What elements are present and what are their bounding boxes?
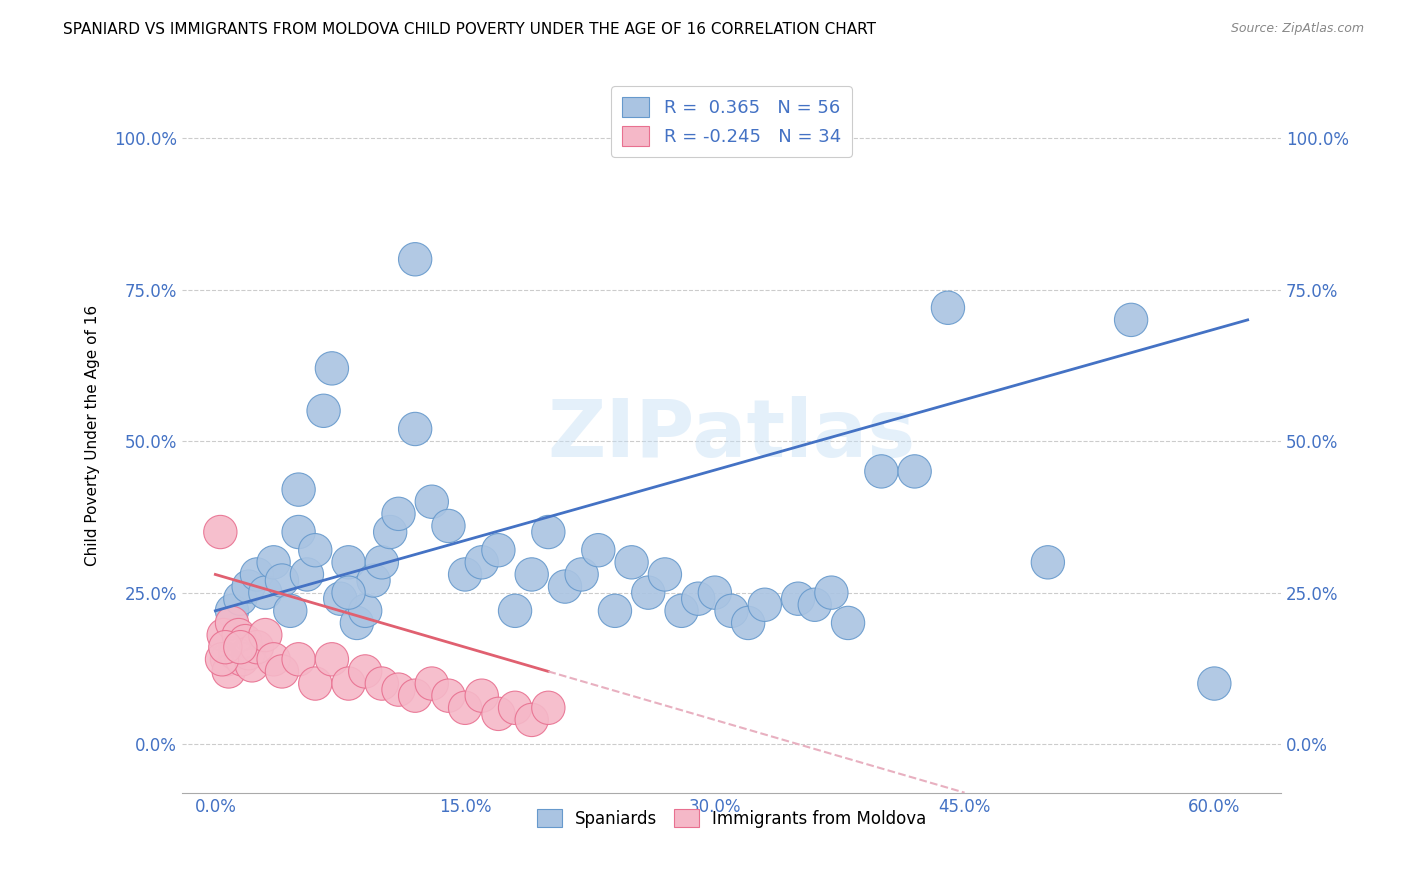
Ellipse shape (298, 667, 332, 700)
Ellipse shape (714, 594, 748, 627)
Ellipse shape (565, 558, 599, 591)
Ellipse shape (449, 691, 482, 724)
Ellipse shape (432, 679, 465, 713)
Legend: Spaniards, Immigrants from Moldova: Spaniards, Immigrants from Moldova (530, 803, 934, 834)
Ellipse shape (631, 576, 665, 609)
Ellipse shape (332, 576, 366, 609)
Ellipse shape (257, 642, 290, 676)
Ellipse shape (240, 558, 274, 591)
Ellipse shape (799, 588, 831, 622)
Ellipse shape (315, 351, 349, 385)
Ellipse shape (323, 582, 357, 615)
Ellipse shape (415, 485, 449, 518)
Ellipse shape (349, 594, 382, 627)
Ellipse shape (332, 667, 366, 700)
Ellipse shape (215, 607, 249, 640)
Ellipse shape (219, 637, 252, 670)
Ellipse shape (283, 516, 315, 549)
Ellipse shape (366, 546, 398, 579)
Ellipse shape (1198, 667, 1232, 700)
Ellipse shape (204, 516, 238, 549)
Ellipse shape (266, 564, 298, 597)
Ellipse shape (865, 455, 898, 488)
Ellipse shape (340, 607, 374, 640)
Ellipse shape (207, 618, 240, 652)
Ellipse shape (831, 607, 865, 640)
Ellipse shape (224, 631, 257, 664)
Ellipse shape (211, 642, 243, 676)
Ellipse shape (482, 533, 515, 567)
Ellipse shape (432, 509, 465, 542)
Ellipse shape (274, 594, 307, 627)
Ellipse shape (266, 655, 298, 688)
Ellipse shape (449, 558, 482, 591)
Ellipse shape (531, 691, 565, 724)
Ellipse shape (366, 667, 398, 700)
Ellipse shape (307, 394, 340, 427)
Ellipse shape (515, 703, 548, 737)
Ellipse shape (498, 594, 531, 627)
Ellipse shape (249, 618, 283, 652)
Ellipse shape (349, 655, 382, 688)
Ellipse shape (1031, 546, 1064, 579)
Ellipse shape (599, 594, 631, 627)
Ellipse shape (748, 588, 782, 622)
Ellipse shape (212, 655, 245, 688)
Ellipse shape (225, 642, 259, 676)
Ellipse shape (235, 648, 269, 682)
Ellipse shape (382, 497, 415, 531)
Ellipse shape (257, 546, 290, 579)
Ellipse shape (232, 637, 266, 670)
Ellipse shape (699, 576, 731, 609)
Ellipse shape (208, 631, 242, 664)
Ellipse shape (374, 516, 406, 549)
Ellipse shape (648, 558, 682, 591)
Ellipse shape (357, 564, 391, 597)
Ellipse shape (283, 642, 315, 676)
Y-axis label: Child Poverty Under the Age of 16: Child Poverty Under the Age of 16 (86, 304, 100, 566)
Ellipse shape (465, 546, 498, 579)
Ellipse shape (682, 582, 714, 615)
Ellipse shape (249, 576, 283, 609)
Ellipse shape (465, 679, 498, 713)
Ellipse shape (382, 673, 415, 706)
Ellipse shape (205, 642, 239, 676)
Ellipse shape (332, 546, 366, 579)
Ellipse shape (498, 691, 531, 724)
Ellipse shape (931, 291, 965, 325)
Ellipse shape (548, 570, 582, 603)
Ellipse shape (224, 582, 257, 615)
Ellipse shape (229, 624, 262, 657)
Text: ZIPatlas: ZIPatlas (547, 396, 915, 474)
Ellipse shape (482, 698, 515, 731)
Ellipse shape (582, 533, 614, 567)
Ellipse shape (240, 631, 274, 664)
Ellipse shape (298, 533, 332, 567)
Ellipse shape (515, 558, 548, 591)
Ellipse shape (232, 570, 266, 603)
Ellipse shape (614, 546, 648, 579)
Ellipse shape (290, 558, 323, 591)
Ellipse shape (531, 516, 565, 549)
Ellipse shape (898, 455, 931, 488)
Text: Source: ZipAtlas.com: Source: ZipAtlas.com (1230, 22, 1364, 36)
Ellipse shape (398, 679, 432, 713)
Ellipse shape (283, 473, 315, 507)
Ellipse shape (398, 412, 432, 446)
Ellipse shape (731, 607, 765, 640)
Text: SPANIARD VS IMMIGRANTS FROM MOLDOVA CHILD POVERTY UNDER THE AGE OF 16 CORRELATIO: SPANIARD VS IMMIGRANTS FROM MOLDOVA CHIL… (63, 22, 876, 37)
Ellipse shape (415, 667, 449, 700)
Ellipse shape (782, 582, 814, 615)
Ellipse shape (222, 618, 256, 652)
Ellipse shape (398, 243, 432, 276)
Ellipse shape (315, 642, 349, 676)
Ellipse shape (814, 576, 848, 609)
Ellipse shape (1115, 303, 1147, 336)
Ellipse shape (215, 594, 249, 627)
Ellipse shape (665, 594, 699, 627)
